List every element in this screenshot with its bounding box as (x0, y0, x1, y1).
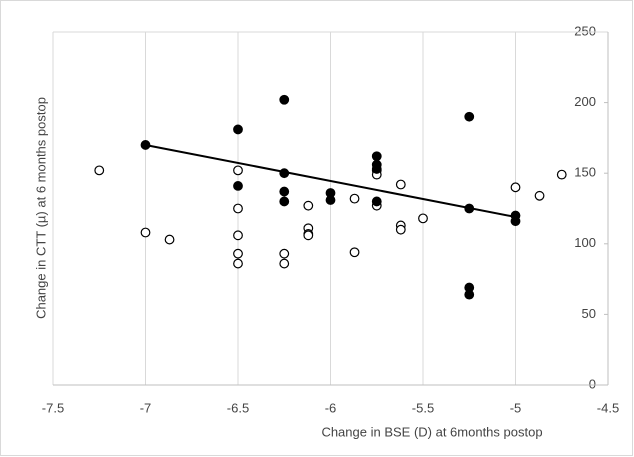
scatter-point (233, 248, 243, 259)
y-tick-label: 150 (574, 165, 596, 180)
x-tick-label: -7.5 (42, 400, 64, 415)
scatter-point (279, 186, 290, 197)
x-tick-label: -5.5 (412, 400, 434, 415)
scatter-point (371, 164, 382, 174)
scatter-point (464, 289, 475, 300)
y-tick-label: 250 (574, 23, 596, 38)
scatter-point (556, 169, 567, 180)
scatter-point (371, 196, 382, 207)
scatter-point (279, 258, 290, 269)
scatter-point (371, 151, 382, 162)
x-axis-label: Change in BSE (D) at 6months postop (321, 424, 542, 439)
scatter-point (303, 200, 314, 211)
scatter-point (164, 234, 175, 245)
scatter-point (140, 140, 151, 150)
scatter-point (464, 111, 475, 122)
scatter-point (510, 216, 521, 227)
scatter-point (233, 181, 243, 191)
scatter-point (464, 203, 475, 214)
x-tick-label: -7 (140, 400, 152, 415)
scatter-point (279, 248, 290, 259)
scatter-point (140, 227, 151, 238)
trendline (145, 143, 516, 218)
scatter-point (279, 94, 290, 105)
scatter-point (233, 203, 243, 214)
scatter-point (233, 165, 243, 176)
scatter-point (279, 196, 290, 207)
scatter-point (395, 179, 406, 190)
scatter-point (233, 230, 243, 241)
scatter-point (325, 195, 336, 205)
y-axis-label: Change in CTT (µ) at 6 months postop (33, 97, 48, 319)
y-tick-label: 100 (574, 235, 596, 250)
x-tick-label: -6 (325, 400, 337, 415)
x-tick-label: -6.5 (227, 400, 249, 415)
y-tick-label: 200 (574, 94, 596, 109)
scatter-point (510, 182, 521, 193)
y-tick-label: 50 (582, 306, 596, 321)
x-tick-label: -4.5 (597, 400, 619, 415)
scatter-point (349, 193, 360, 204)
scatter-point (94, 165, 105, 176)
scatter-point (233, 258, 243, 269)
scatter-point (534, 190, 545, 201)
scatter-point (349, 247, 360, 258)
scatter-point (395, 224, 406, 235)
scatter-point (303, 230, 314, 241)
y-tick-label: 0 (589, 376, 596, 391)
scatter-point (279, 168, 290, 179)
x-tick-label: -5 (510, 400, 522, 415)
scatter-point (233, 124, 243, 135)
scatter-point (418, 213, 428, 224)
